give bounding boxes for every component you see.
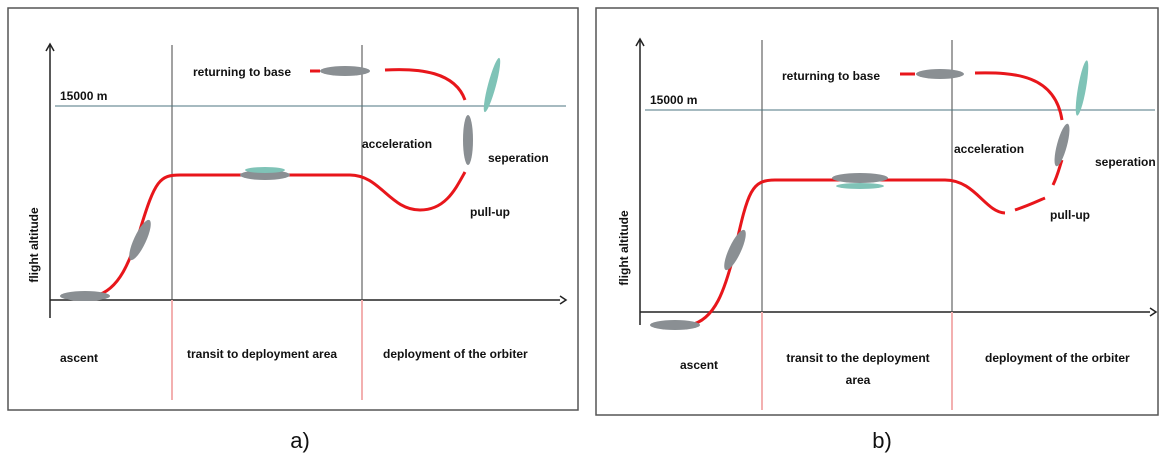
phase-label: transit to deployment area [187,347,337,361]
annotation: pull-up [1050,208,1090,222]
panel-frame [595,7,1159,416]
panel-a: returning to base 15000 m acceleration s… [7,7,579,453]
y-axis-label: flight altitude [617,210,631,286]
orbiter [245,167,285,173]
phase-label: deployment of the orbiter [985,351,1130,365]
aircraft [60,291,110,301]
phase-label: area [846,373,871,387]
panel-caption: b) [872,428,892,453]
annotation: seperation [1095,155,1156,169]
altitude-label: 15000 m [650,93,697,107]
arrow [45,42,55,52]
phase-label: deployment of the orbiter [383,347,528,361]
panel-caption: a) [290,428,310,453]
flight-path [94,171,467,298]
annotation: acceleration [954,142,1024,156]
arrow [635,37,645,47]
flight-path [1051,159,1064,186]
aircraft [320,66,370,76]
return-path [974,71,1064,121]
aircraft [463,115,473,165]
annotation: returning to base [193,65,291,79]
y-axis-label: flight altitude [27,207,41,283]
orbiter [1075,60,1089,116]
annotation: pull-up [470,205,510,219]
aircraft [240,170,290,180]
altitude-label: 15000 m [60,89,107,103]
orbiter [836,183,884,189]
aircraft [129,219,151,261]
aircraft [1054,123,1070,167]
arrow [1149,307,1158,317]
panel-frame [7,7,579,411]
flight-path [689,178,1006,327]
aircraft [650,320,700,330]
aircraft [916,69,964,79]
phase-label: transit to the deployment [786,351,929,365]
aircraft [832,173,888,183]
annotation: seperation [488,151,549,165]
return-path [384,68,467,101]
phase-label: ascent [680,358,718,372]
aircraft [724,229,746,271]
annotation: returning to base [782,69,880,83]
annotation: acceleration [362,137,432,151]
orbiter [483,57,501,113]
arrow [559,295,568,305]
panel-b: returning to base 15000 m acceleration s… [595,7,1159,453]
flight-path [1014,196,1046,212]
phase-label: ascent [60,351,98,365]
